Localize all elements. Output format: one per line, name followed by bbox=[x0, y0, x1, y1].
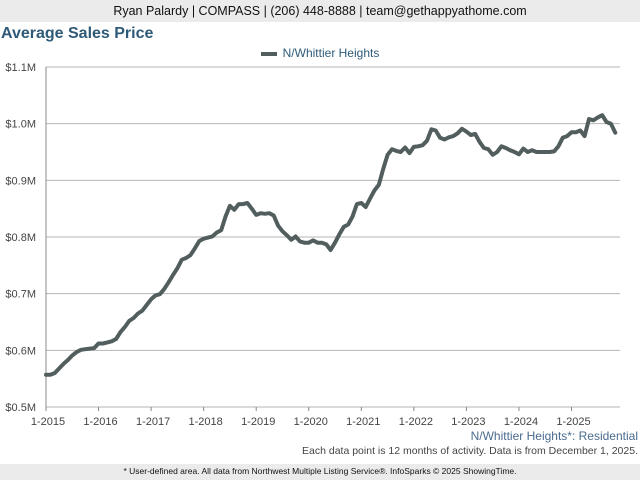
x-tick-label: 1-2025 bbox=[556, 416, 590, 428]
data-note: Each data point is 12 months of activity… bbox=[302, 445, 638, 457]
y-tick-label: $1.0M bbox=[5, 119, 36, 131]
legend-swatch bbox=[260, 51, 277, 56]
x-tick-label: 1-2021 bbox=[346, 416, 380, 428]
legend: N/Whittier Heights bbox=[0, 46, 640, 60]
y-tick-label: $0.8M bbox=[5, 232, 36, 244]
x-tick-label: 1-2020 bbox=[294, 416, 328, 428]
x-tick-label: 1-2015 bbox=[31, 416, 65, 428]
legend-label: N/Whittier Heights bbox=[282, 46, 380, 60]
x-tick-label: 1-2017 bbox=[136, 416, 170, 428]
y-tick-label: $0.6M bbox=[5, 345, 36, 357]
footer-disclaimer: * User-defined area. All data from North… bbox=[0, 464, 640, 480]
x-tick-label: 1-2016 bbox=[83, 416, 117, 428]
contact-header: Ryan Palardy | COMPASS | (206) 448-8888 … bbox=[0, 0, 640, 22]
y-tick-label: $0.9M bbox=[5, 175, 36, 187]
y-tick-label: $0.7M bbox=[5, 289, 36, 301]
y-tick-label: $0.5M bbox=[5, 402, 36, 414]
y-tick-label: $1.1M bbox=[5, 62, 36, 74]
x-tick-label: 1-2022 bbox=[399, 416, 433, 428]
area-label: N/Whittier Heights*: Residential bbox=[470, 429, 638, 443]
x-tick-label: 1-2019 bbox=[241, 416, 275, 428]
x-tick-label: 1-2023 bbox=[451, 416, 485, 428]
series-line bbox=[44, 113, 618, 377]
chart-title: Average Sales Price bbox=[1, 25, 154, 42]
x-tick-label: 1-2024 bbox=[504, 416, 538, 428]
x-tick-label: 1-2018 bbox=[189, 416, 223, 428]
